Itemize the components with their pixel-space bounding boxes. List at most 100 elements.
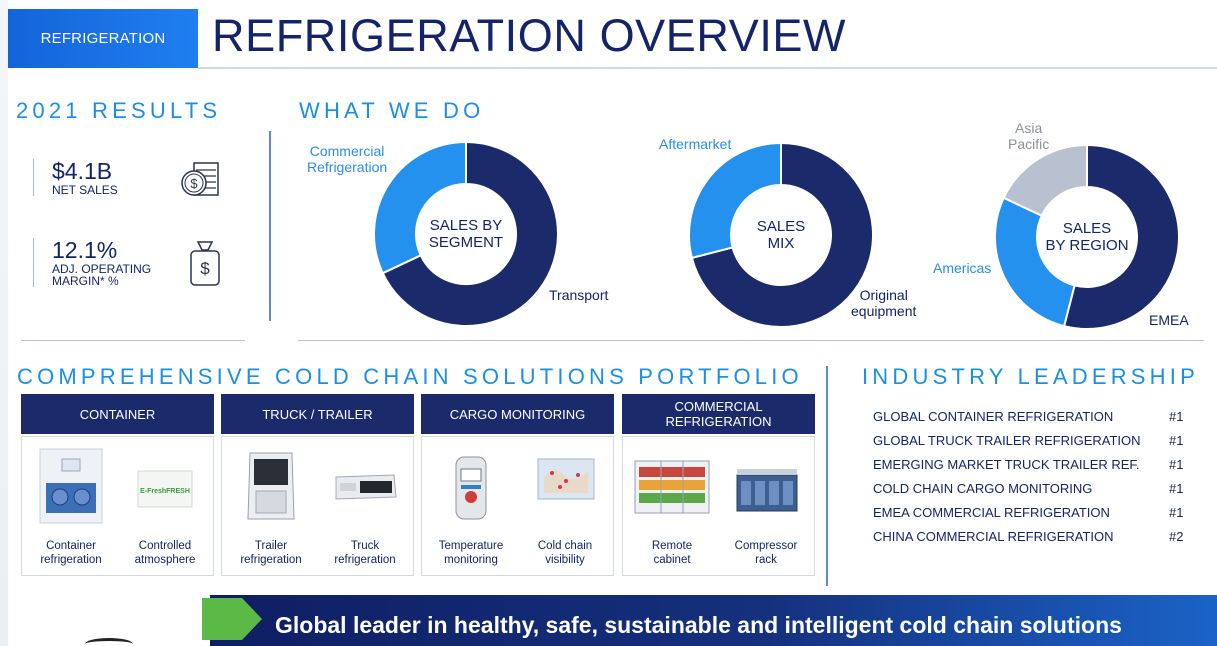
portfolio-column-truck-trailer: TRUCK / TRAILER Trailer refrigeration bbox=[221, 394, 414, 580]
caption-line: Temperature bbox=[438, 540, 504, 552]
sales-mix-center: SALES MIX bbox=[689, 143, 873, 327]
temperature-logger-image bbox=[436, 447, 506, 525]
section-tag-label: REFRIGERATION bbox=[40, 30, 166, 47]
item-temperature-monitoring: Temperature monitoring bbox=[426, 447, 516, 567]
leadership-row-rank: #2 bbox=[1169, 529, 1184, 544]
portfolio-column-body: Remote cabinet Compressor rack bbox=[622, 436, 815, 576]
caption-line: cabinet bbox=[653, 554, 691, 566]
sales-by-region-svg bbox=[994, 143, 1180, 330]
sales-mix-svg bbox=[688, 141, 874, 328]
portfolio-column-header: CONTAINER bbox=[21, 394, 214, 434]
trailer-unit-image bbox=[236, 447, 306, 525]
label-line: equipment bbox=[851, 303, 917, 319]
donut-slice-transport bbox=[381, 140, 559, 327]
caption-line: Compressor bbox=[734, 540, 798, 552]
vertical-divider bbox=[269, 131, 271, 321]
banner-text: Global leader in healthy, safe, sustaina… bbox=[275, 612, 1122, 638]
logo-fragment bbox=[85, 638, 133, 646]
center-line-1: SALES bbox=[756, 218, 806, 235]
donut-slice-emea bbox=[1062, 143, 1180, 330]
caption-line: Trailer bbox=[254, 540, 288, 552]
column-title: CONTAINER bbox=[79, 406, 156, 422]
caption-line: Container bbox=[46, 540, 96, 552]
item-container-refrigeration: Container refrigeration bbox=[26, 447, 116, 567]
column-title: COMMERCIAL bbox=[674, 399, 763, 414]
truck-unit-image bbox=[330, 447, 400, 525]
leadership-row-rank: #1 bbox=[1169, 481, 1184, 496]
margin-label-line-1: ADJ. OPERATING bbox=[52, 262, 152, 276]
caption-line: rack bbox=[755, 554, 777, 566]
item-remote-cabinet: Remote cabinet bbox=[627, 447, 717, 567]
sales-by-segment-svg bbox=[373, 140, 559, 327]
portfolio-column-body: Container refrigeration E-FreshFRESH Con… bbox=[21, 436, 214, 576]
donut-slice-aftermarket bbox=[688, 141, 782, 260]
sales-by-segment-center: SALES BY SEGMENT bbox=[374, 142, 558, 326]
leadership-row-name: EMEA COMMERCIAL REFRIGERATION bbox=[873, 505, 1110, 520]
label-line: Pacific bbox=[1008, 136, 1050, 152]
column-title: TRUCK / TRAILER bbox=[262, 406, 373, 422]
label-asia-pacific: Asia Pacific bbox=[1008, 120, 1049, 152]
portfolio-column-header: COMMERCIAL REFRIGERATION bbox=[622, 394, 815, 434]
leadership-row-rank: #1 bbox=[1169, 409, 1184, 424]
center-line-2: MIX bbox=[767, 235, 795, 252]
leadership-row-rank: #1 bbox=[1169, 505, 1184, 520]
donut-slice-asia-pacific bbox=[1002, 143, 1088, 218]
caption-line: refrigeration bbox=[240, 554, 302, 566]
left-edge-strip bbox=[0, 0, 8, 646]
item-caption: Remote cabinet bbox=[627, 539, 717, 567]
title-underline bbox=[198, 67, 1217, 69]
label-emea: EMEA bbox=[1149, 312, 1189, 328]
item-caption: Container refrigeration bbox=[26, 539, 116, 567]
leadership-row-name: COLD CHAIN CARGO MONITORING bbox=[873, 481, 1093, 496]
what-we-do-heading: WHAT WE DO bbox=[299, 98, 485, 123]
net-sales-kpi: $4.1B NET SALES bbox=[33, 159, 118, 196]
compressor-rack-image bbox=[731, 447, 801, 525]
net-sales-label: NET SALES bbox=[52, 183, 118, 197]
portfolio-heading: COMPREHENSIVE COLD CHAIN SOLUTIONS PORTF… bbox=[17, 364, 803, 389]
item-trailer-refrigeration: Trailer refrigeration bbox=[226, 447, 316, 567]
caption-line: refrigeration bbox=[334, 554, 396, 566]
center-line-1: SALES BY bbox=[429, 217, 503, 234]
results-rule bbox=[21, 340, 245, 341]
center-line-2: SEGMENT bbox=[428, 234, 504, 251]
item-compressor-rack: Compressor rack bbox=[721, 447, 811, 567]
item-caption: Trailer refrigeration bbox=[226, 539, 316, 567]
leadership-heading: INDUSTRY LEADERSHIP bbox=[862, 364, 1199, 389]
donut-slice-commercial-refrigeration bbox=[373, 140, 467, 275]
svg-text:$: $ bbox=[190, 176, 198, 191]
label-line: Asia bbox=[1015, 120, 1043, 136]
item-caption: Truck refrigeration bbox=[320, 539, 410, 567]
center-line-2: BY REGION bbox=[1045, 237, 1129, 254]
sales-by-region-center: SALES BY REGION bbox=[995, 145, 1179, 329]
leadership-row-name: GLOBAL TRUCK TRAILER REFRIGERATION bbox=[873, 433, 1141, 448]
portfolio-column-cargo-monitoring: CARGO MONITORING Temperature monitoring bbox=[421, 394, 614, 580]
donut-slice-americas bbox=[994, 196, 1076, 328]
portfolio-column-body: Trailer refrigeration Truck refrigeratio… bbox=[221, 436, 414, 576]
item-caption: Cold chain visibility bbox=[520, 539, 610, 567]
caption-line: Remote bbox=[651, 540, 693, 552]
money-bag-icon: $ bbox=[186, 238, 224, 293]
label-line: Americas bbox=[933, 260, 992, 276]
label-commercial-refrigeration: Commercial Refrigeration bbox=[307, 143, 387, 175]
caption-line: Truck bbox=[350, 540, 380, 552]
sales-by-region-chart: SALES BY REGION bbox=[994, 143, 1180, 334]
sales-by-segment-chart: SALES BY SEGMENT bbox=[373, 140, 559, 331]
label-original-equipment: Original equipment bbox=[851, 287, 916, 319]
caption-line: monitoring bbox=[444, 554, 498, 566]
net-sales-value: $4.1B bbox=[52, 158, 113, 184]
e-fresh-badge-text: E-FreshFRESH bbox=[140, 488, 190, 495]
label-line: Refrigeration bbox=[307, 159, 388, 175]
portfolio-column-container: CONTAINER Container refrigeration bbox=[21, 394, 214, 580]
controlled-atmosphere-image: E-FreshFRESH bbox=[130, 447, 200, 525]
label-americas: Americas bbox=[933, 260, 991, 276]
center-line-1: SALES bbox=[1062, 220, 1112, 237]
leadership-row-rank: #1 bbox=[1169, 457, 1184, 472]
cash-icon: $ bbox=[178, 160, 222, 203]
label-aftermarket: Aftermarket bbox=[659, 136, 731, 152]
leadership-row-name: GLOBAL CONTAINER REFRIGERATION bbox=[873, 409, 1114, 424]
vertical-divider bbox=[826, 366, 828, 586]
caption-line: Cold chain bbox=[537, 540, 593, 552]
leadership-row-name: CHINA COMMERCIAL REFRIGERATION bbox=[873, 529, 1114, 544]
portfolio-column-body: Temperature monitoring Cold chain visibi… bbox=[421, 436, 614, 576]
caption-line: refrigeration bbox=[40, 554, 102, 566]
